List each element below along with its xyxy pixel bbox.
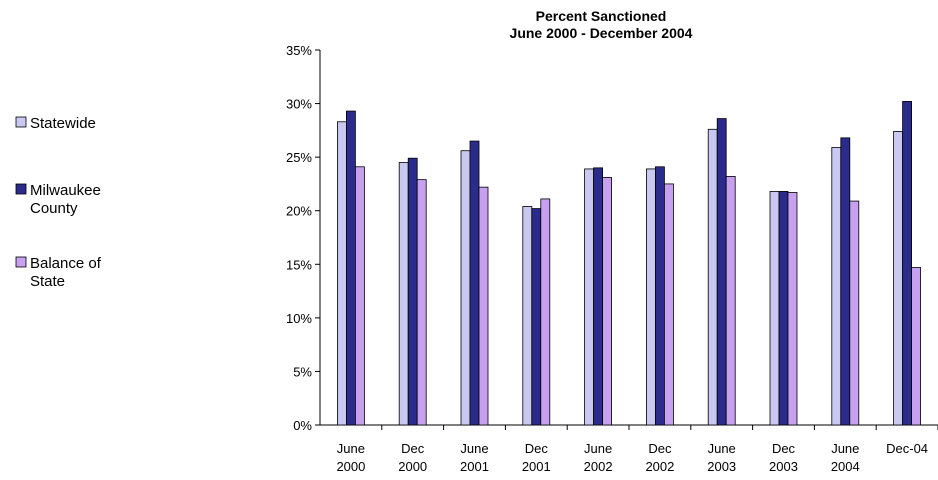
y-tick-label: 10% bbox=[286, 311, 312, 326]
chart-title-line: Percent Sanctioned bbox=[536, 8, 667, 24]
x-category-label: 2001 bbox=[460, 459, 489, 474]
bar-2 bbox=[778, 191, 789, 426]
legend-label: County bbox=[30, 200, 78, 217]
x-category-label: Dec bbox=[648, 441, 672, 456]
bar-1 bbox=[831, 147, 842, 426]
bar-1 bbox=[336, 121, 347, 426]
x-category-label: 2000 bbox=[336, 459, 365, 474]
legend-label: Milwaukee bbox=[30, 182, 101, 199]
bar-3 bbox=[354, 166, 365, 426]
legend-swatch bbox=[15, 116, 27, 128]
x-category-label: 2003 bbox=[707, 459, 736, 474]
bar-3 bbox=[478, 186, 489, 426]
bar-1 bbox=[769, 191, 780, 426]
legend-label: Statewide bbox=[30, 115, 96, 132]
x-category-label: June bbox=[460, 441, 488, 456]
bar-3 bbox=[725, 176, 736, 426]
bar-1 bbox=[398, 162, 409, 426]
bar-3 bbox=[602, 177, 612, 426]
y-tick-label: 5% bbox=[293, 364, 312, 379]
y-tick-label: 35% bbox=[286, 43, 312, 58]
y-tick-label: 20% bbox=[286, 204, 312, 219]
legend-label: Balance of bbox=[30, 255, 102, 272]
x-category-label: 2000 bbox=[398, 459, 427, 474]
x-category-label: Dec bbox=[772, 441, 796, 456]
x-category-label: June bbox=[831, 441, 859, 456]
bar-3 bbox=[416, 179, 427, 426]
x-category-label: 2002 bbox=[645, 459, 674, 474]
bar-1 bbox=[646, 168, 656, 426]
x-category-label: 2001 bbox=[522, 459, 551, 474]
bar-1 bbox=[893, 131, 903, 426]
bar-2 bbox=[407, 157, 418, 426]
bar-3 bbox=[787, 192, 798, 426]
x-category-label: 2003 bbox=[769, 459, 798, 474]
bar-1 bbox=[707, 128, 718, 426]
x-category-label: June bbox=[584, 441, 612, 456]
x-category-label: Dec bbox=[525, 441, 549, 456]
bar-2 bbox=[469, 140, 480, 426]
bar-1 bbox=[584, 168, 594, 426]
x-category-label: 2002 bbox=[584, 459, 613, 474]
chart-title-line: June 2000 - December 2004 bbox=[510, 25, 693, 41]
bar-3 bbox=[540, 198, 551, 426]
bar-2 bbox=[902, 101, 912, 426]
x-category-label: June bbox=[708, 441, 736, 456]
x-category-label: 2004 bbox=[831, 459, 860, 474]
legend-swatch bbox=[15, 183, 27, 195]
bar-2 bbox=[531, 208, 542, 426]
bar-2 bbox=[593, 167, 603, 426]
bar-2 bbox=[655, 166, 665, 426]
x-category-label: Dec-04 bbox=[886, 441, 928, 456]
y-tick-label: 30% bbox=[286, 97, 312, 112]
bar-2 bbox=[345, 110, 356, 426]
bar-2 bbox=[716, 118, 727, 426]
bar-3 bbox=[664, 183, 674, 426]
bar-1 bbox=[460, 150, 471, 426]
bar-2 bbox=[840, 137, 851, 426]
y-tick-label: 15% bbox=[286, 257, 312, 272]
x-category-label: June bbox=[337, 441, 365, 456]
legend-swatch bbox=[15, 256, 27, 268]
y-tick-label: 0% bbox=[293, 418, 312, 433]
y-tick-label: 25% bbox=[286, 150, 312, 165]
x-category-label: Dec bbox=[401, 441, 425, 456]
bar-3 bbox=[911, 267, 921, 426]
legend-label: State bbox=[30, 273, 65, 290]
bar-1 bbox=[522, 206, 533, 426]
bar-3 bbox=[849, 200, 860, 426]
